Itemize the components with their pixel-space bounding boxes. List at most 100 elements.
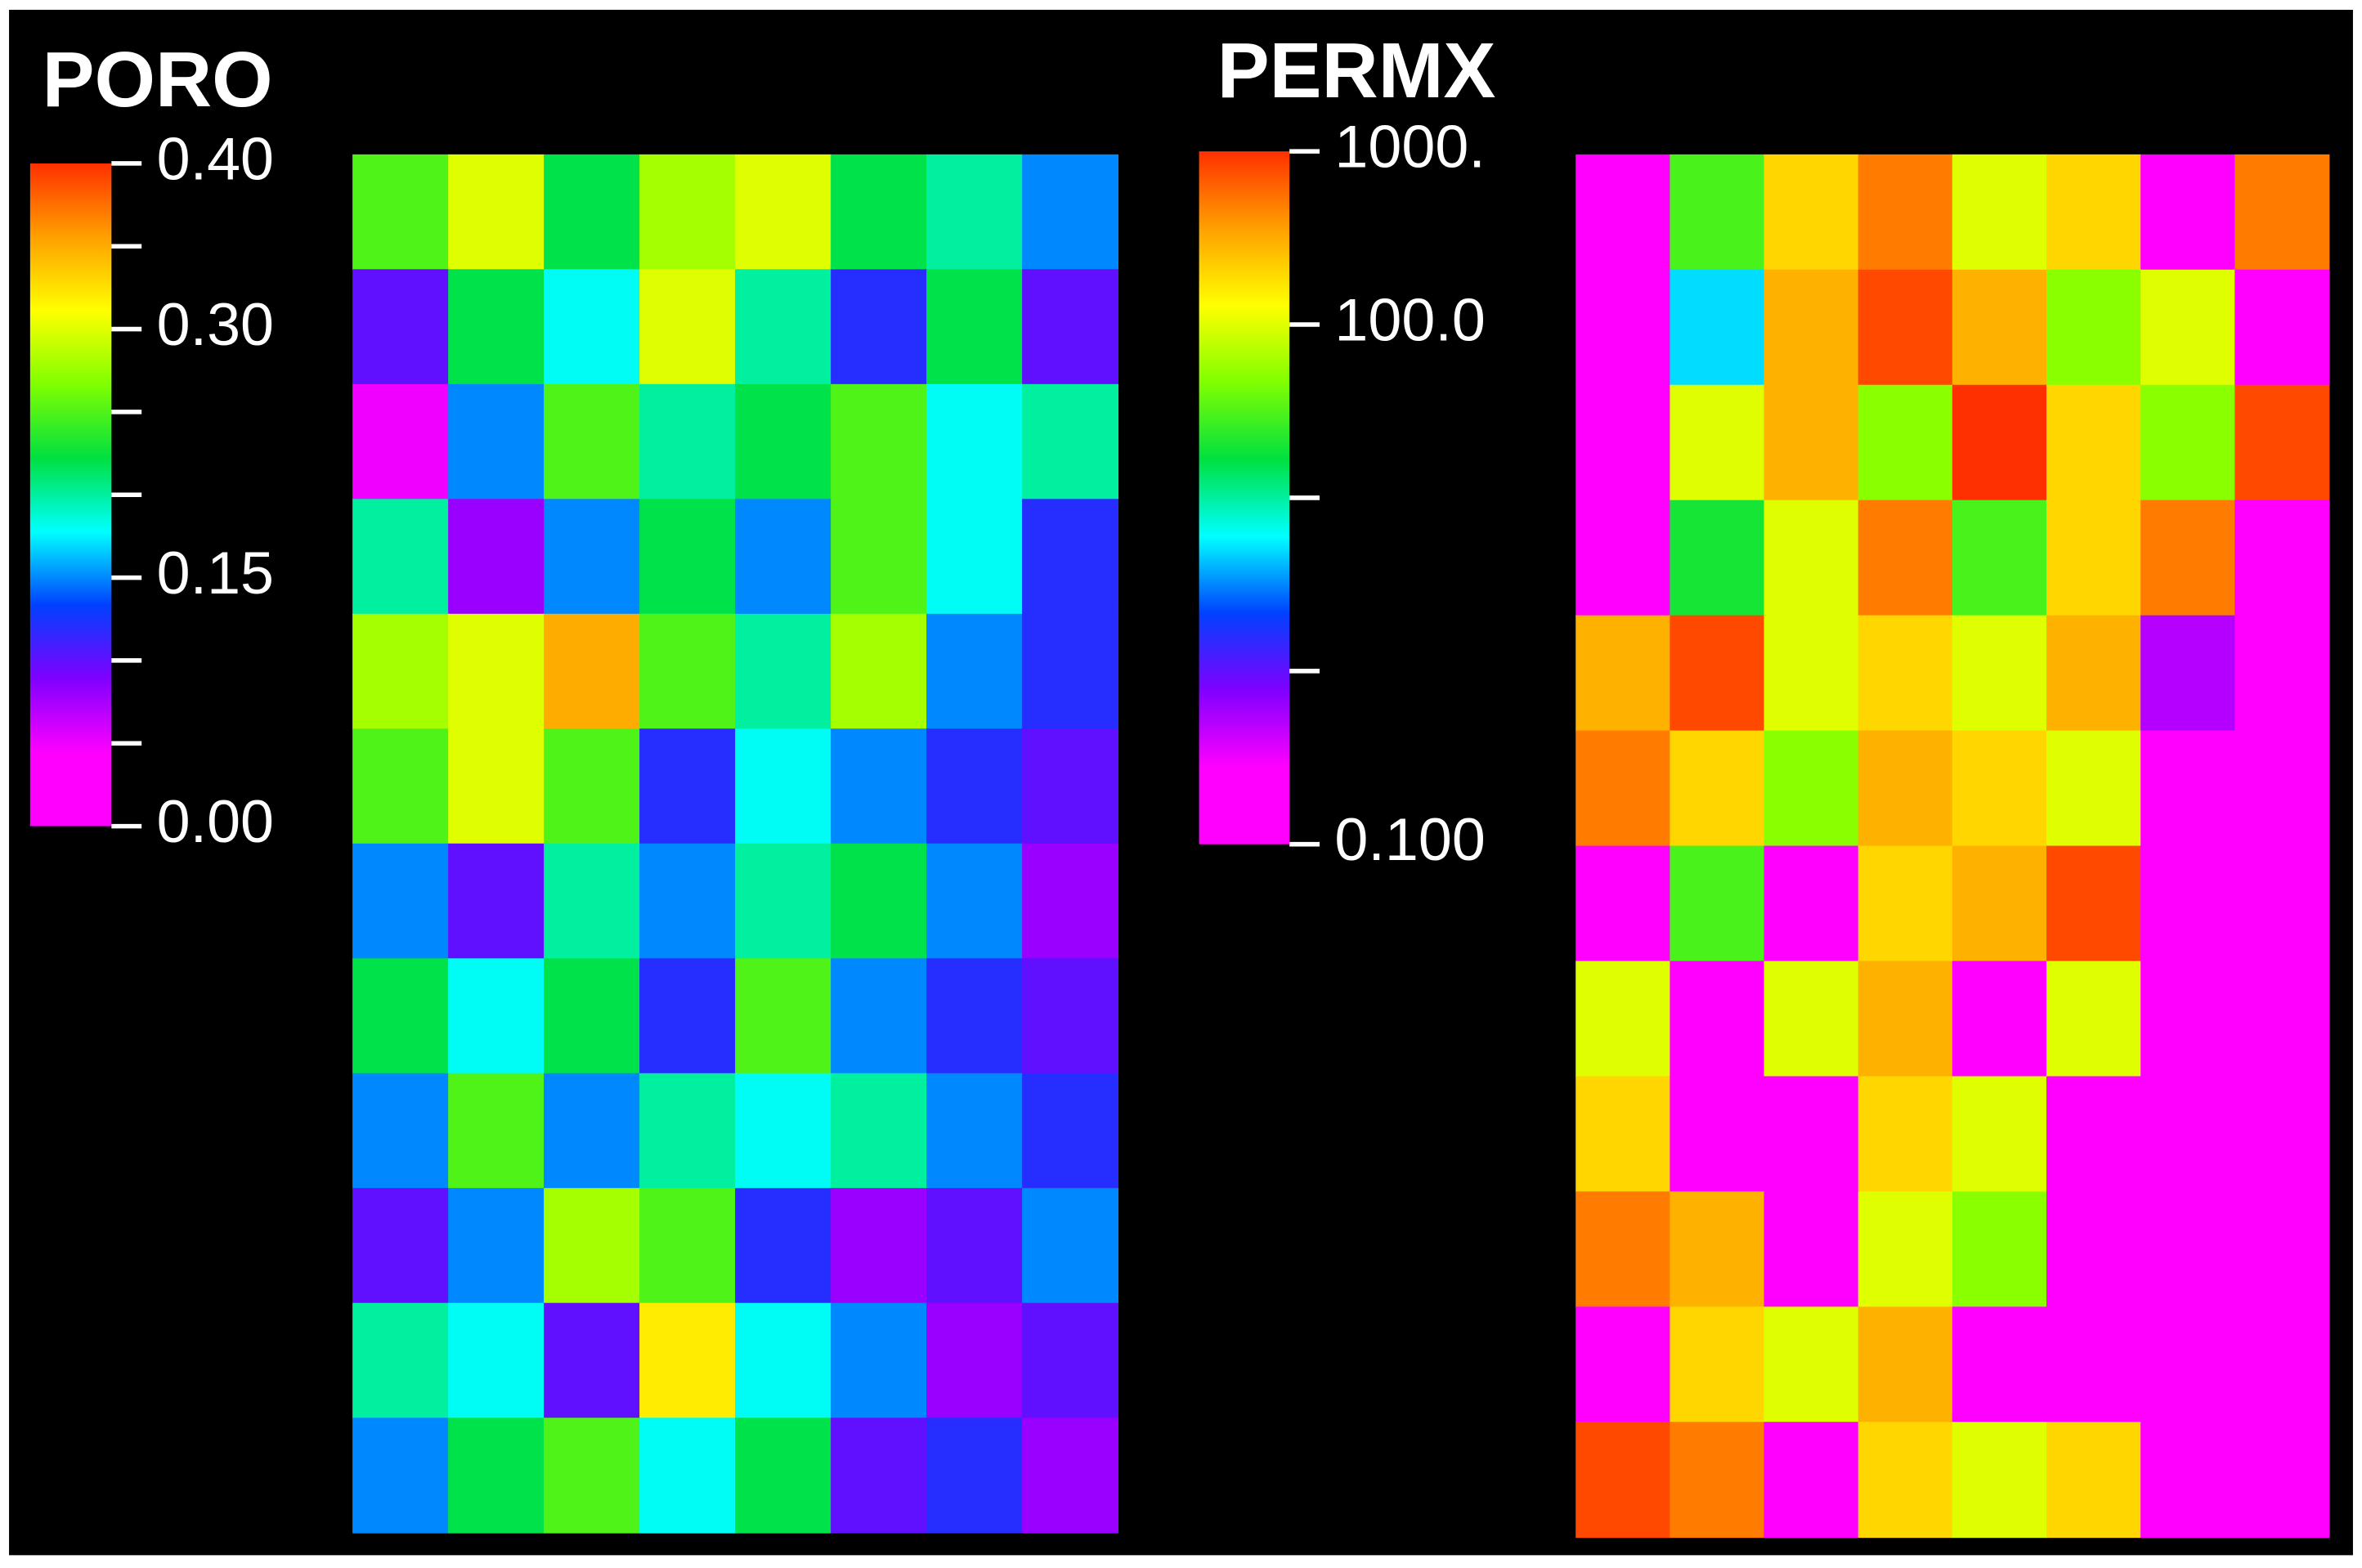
cell [1764, 730, 1859, 847]
title: PORO [43, 36, 273, 123]
cell [1764, 1076, 1859, 1193]
cell [448, 1418, 545, 1534]
cell [1022, 613, 1119, 730]
cell [1575, 961, 1671, 1077]
cell [1858, 384, 1953, 501]
cell [448, 1073, 545, 1189]
cell [352, 613, 450, 730]
cell [1764, 154, 1859, 271]
cell [639, 728, 737, 844]
cell [1022, 958, 1119, 1074]
cell [1670, 961, 1765, 1077]
cell [2140, 384, 2236, 501]
cell [639, 1188, 737, 1304]
cell [2046, 1191, 2142, 1308]
cell [2046, 615, 2142, 732]
cell [544, 613, 641, 730]
cell [735, 1073, 832, 1189]
cell [2046, 154, 2142, 271]
cell [1858, 730, 1953, 847]
cell [448, 269, 545, 385]
cell [1670, 1076, 1765, 1193]
cell [1670, 615, 1765, 732]
cell [448, 1302, 545, 1419]
cell [1764, 1191, 1859, 1308]
cell [448, 154, 545, 271]
cell [735, 613, 832, 730]
cell [544, 1073, 641, 1189]
cell [1575, 1191, 1671, 1308]
cell [1952, 269, 2047, 386]
cell [2046, 845, 2142, 962]
cell [639, 154, 737, 271]
cell [1022, 843, 1119, 960]
cell [448, 728, 545, 844]
cell [352, 843, 450, 960]
cell [926, 499, 1024, 615]
cell [2046, 1422, 2142, 1539]
tick-label: 0.30 [157, 290, 274, 358]
cell [2140, 1191, 2236, 1308]
cell [1575, 500, 1671, 616]
tick-label: 0.15 [157, 539, 274, 607]
cell [1575, 154, 1671, 271]
cell [1575, 1076, 1671, 1193]
cell [1952, 1422, 2047, 1539]
cell [1764, 1422, 1859, 1539]
cell [1952, 1191, 2047, 1308]
cell [1022, 1302, 1119, 1419]
cell [2234, 1306, 2330, 1423]
colorbar [1199, 151, 1290, 844]
cell [831, 1302, 928, 1419]
cell [1022, 269, 1119, 385]
cell [831, 1188, 928, 1304]
cell [1670, 1191, 1765, 1308]
cell [926, 1302, 1024, 1419]
cell [639, 1418, 737, 1534]
cell [926, 154, 1024, 271]
cell [544, 728, 641, 844]
cell [544, 269, 641, 385]
cell [831, 499, 928, 615]
cell [926, 613, 1024, 730]
cell [448, 383, 545, 500]
cell [544, 499, 641, 615]
cell [2140, 961, 2236, 1077]
cell [1670, 269, 1765, 386]
cell [2140, 1306, 2236, 1423]
cell [1764, 961, 1859, 1077]
cell [735, 1188, 832, 1304]
cell [926, 843, 1024, 960]
cell [352, 269, 450, 385]
cell [1764, 1306, 1859, 1423]
cell [1575, 269, 1671, 386]
cell [352, 1073, 450, 1189]
cell [448, 843, 545, 960]
cell [1858, 1191, 1953, 1308]
cell [831, 1073, 928, 1189]
cell [1670, 154, 1765, 271]
cell [2046, 1306, 2142, 1423]
cell [926, 1188, 1024, 1304]
cell [1952, 730, 2047, 847]
cell [2234, 961, 2330, 1077]
cell [735, 269, 832, 385]
cell [352, 499, 450, 615]
cell [544, 383, 641, 500]
cell [1670, 384, 1765, 501]
cell [544, 1418, 641, 1534]
cell [1952, 384, 2047, 501]
cell [1670, 845, 1765, 962]
cell [735, 728, 832, 844]
cell [544, 958, 641, 1074]
cell [352, 383, 450, 500]
cell [1858, 1422, 1953, 1539]
cell [1764, 384, 1859, 501]
cell [1952, 615, 2047, 732]
cell [2234, 730, 2330, 847]
tick-label: 0.40 [157, 124, 274, 192]
cell [1952, 154, 2047, 271]
cell [831, 728, 928, 844]
cell [352, 154, 450, 271]
cell [2046, 961, 2142, 1077]
